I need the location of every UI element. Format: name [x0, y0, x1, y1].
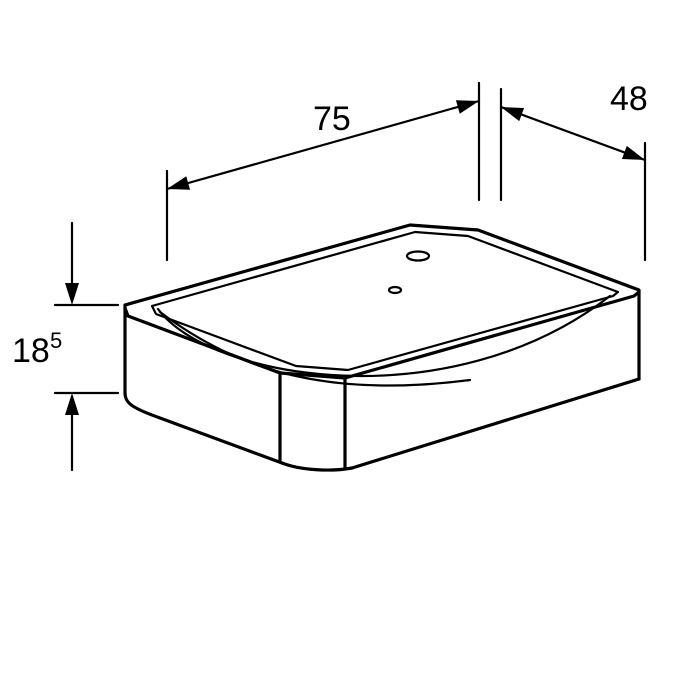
dimension-height: 18 5 — [12, 223, 118, 470]
height-value: 18 — [12, 332, 50, 370]
width-value: 75 — [313, 100, 351, 138]
bottom-right-edge — [352, 379, 639, 468]
height-arrow-top — [65, 283, 79, 305]
width-arrow-right — [456, 100, 479, 113]
depth-arrow-left — [501, 107, 524, 121]
top-face-edge — [125, 225, 639, 378]
depth-arrow-right — [622, 146, 645, 160]
width-arrow-left — [167, 176, 190, 189]
height-value-sup: 5 — [50, 328, 62, 353]
bottom-left-edge — [125, 393, 282, 463]
depth-value: 48 — [610, 80, 648, 118]
basin-bowl-curve — [158, 296, 610, 376]
overflow-hole — [389, 287, 401, 293]
tap-hole — [407, 252, 429, 261]
dimension-depth: 48 — [501, 80, 648, 260]
washbasin-outline — [125, 225, 639, 470]
dimension-drawing: 75 48 18 5 — [0, 0, 696, 696]
bottom-front-edge — [282, 463, 352, 470]
height-arrow-bottom — [65, 393, 79, 415]
